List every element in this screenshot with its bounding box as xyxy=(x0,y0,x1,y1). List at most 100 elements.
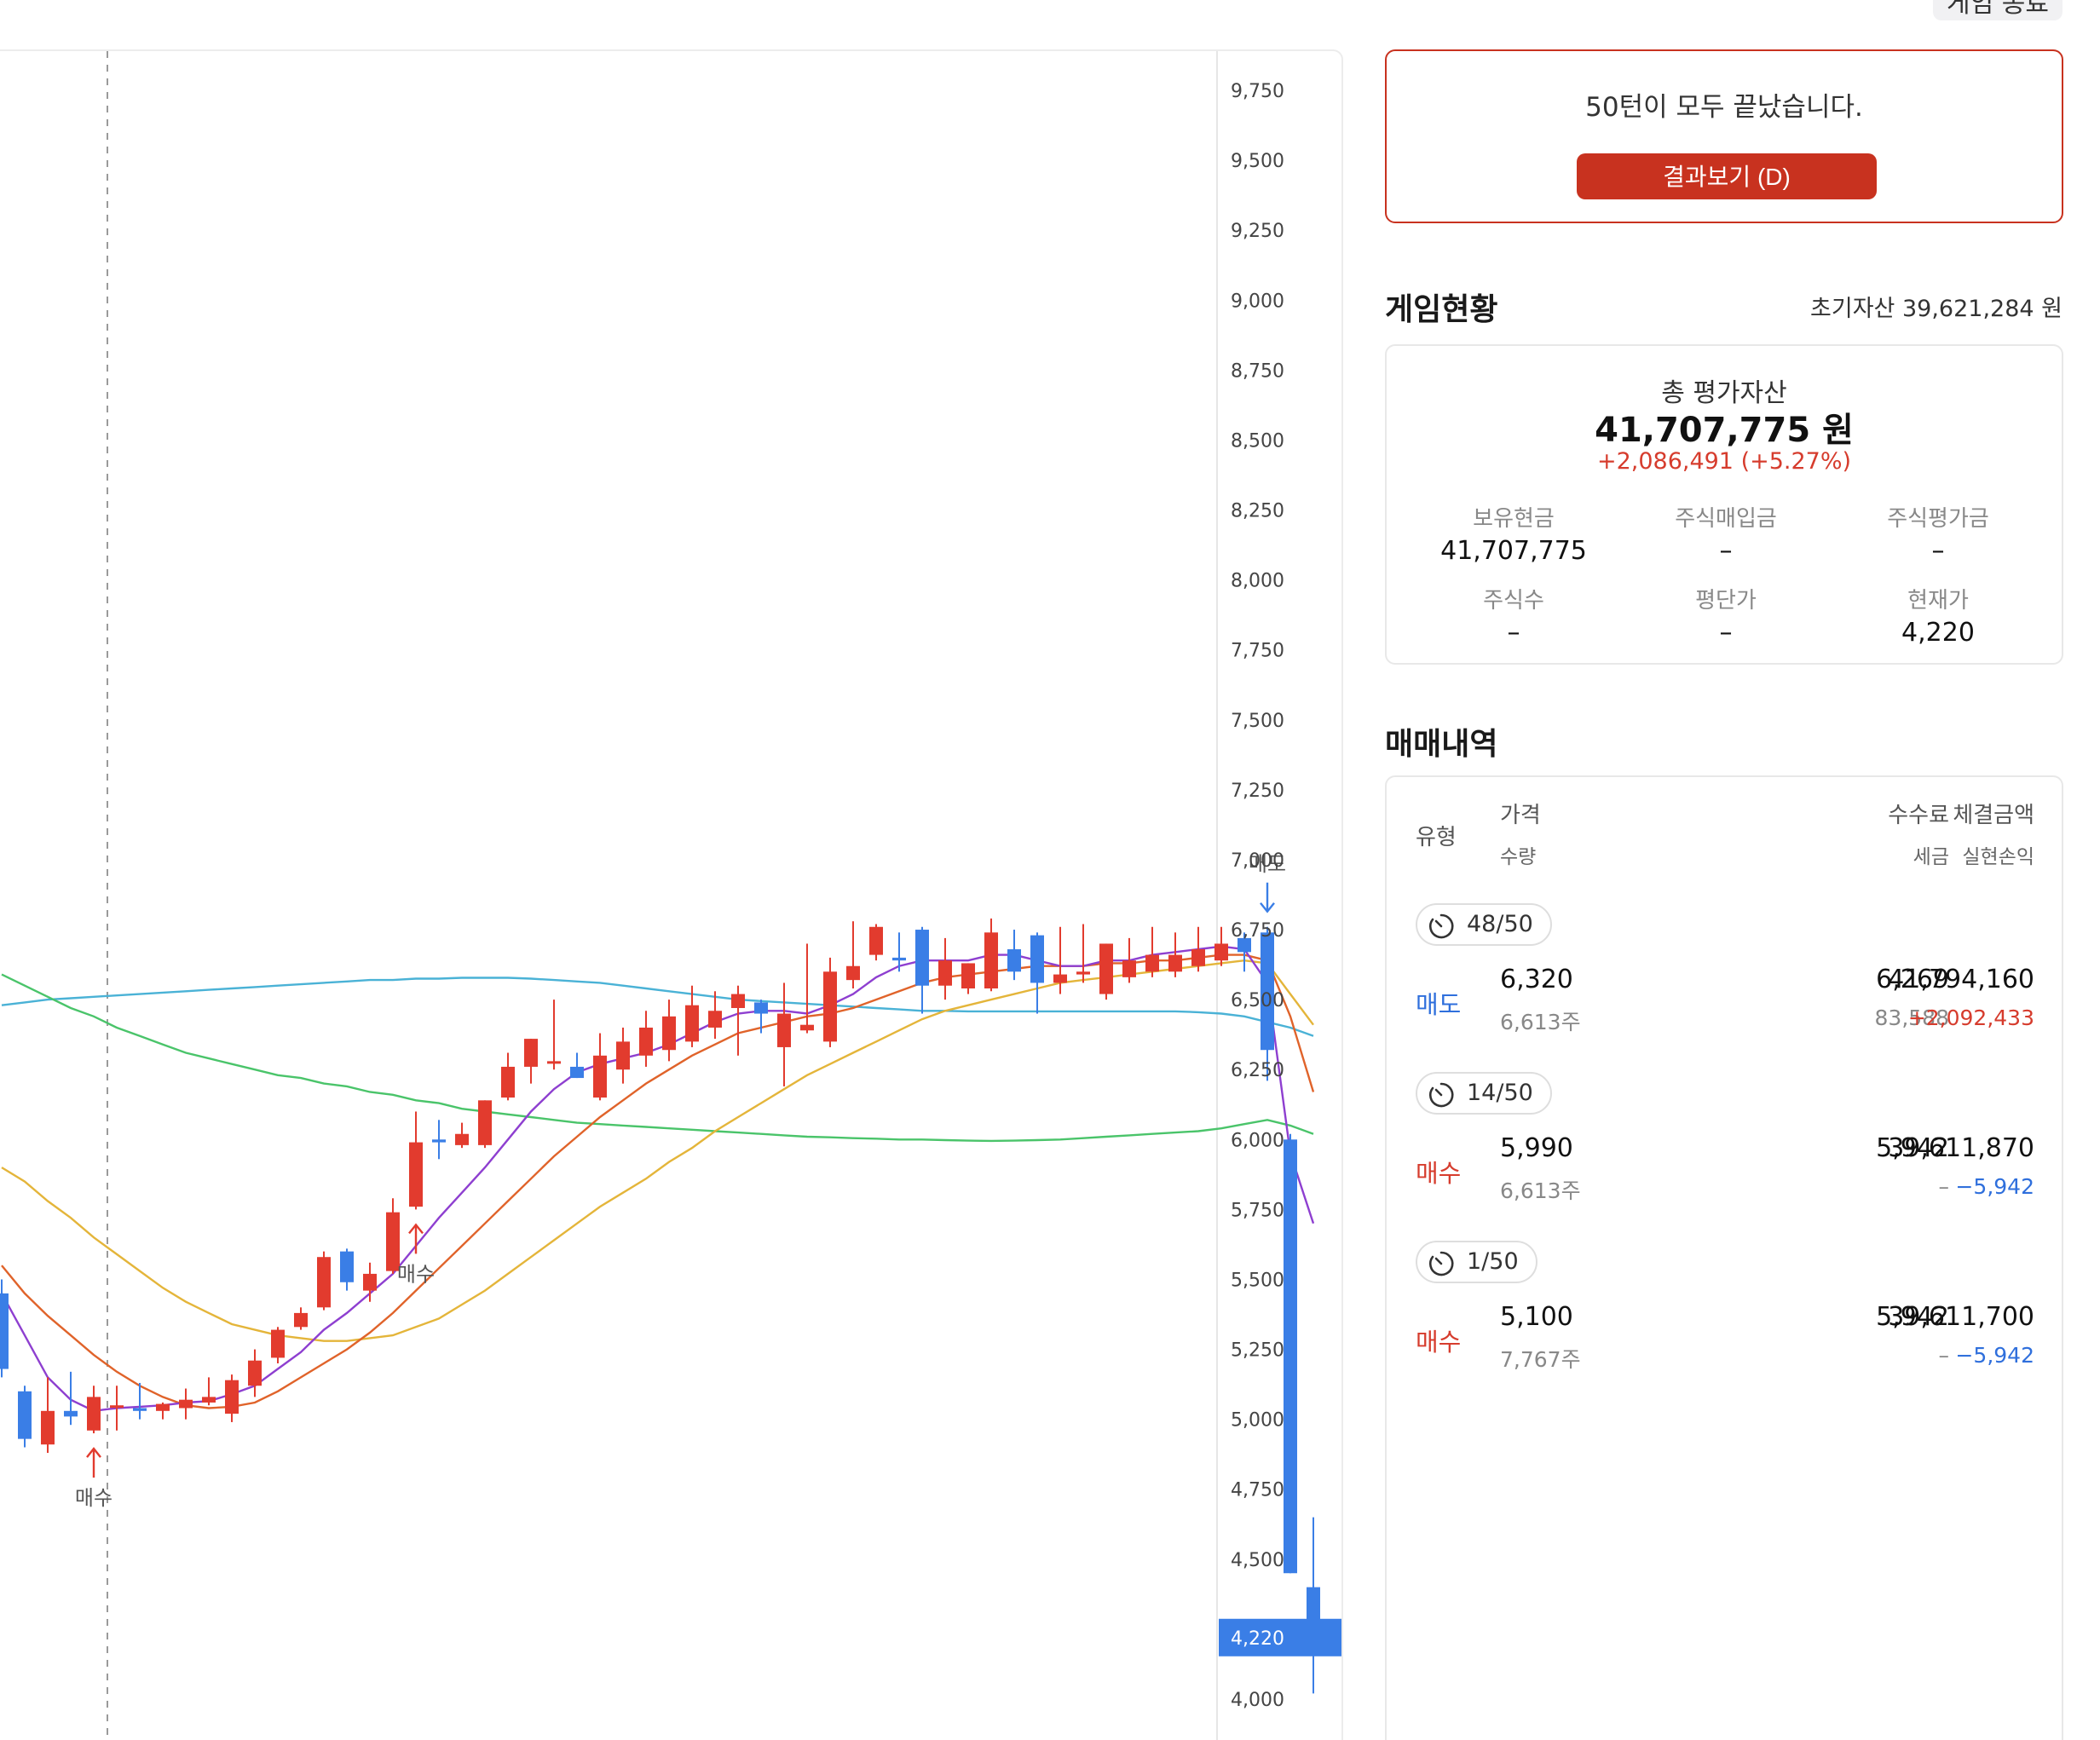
candle-body xyxy=(846,965,860,981)
status-title: 게임현황 xyxy=(1385,292,1498,327)
y-tick-label: 8,500 xyxy=(1231,430,1284,452)
candle-body xyxy=(271,1329,285,1358)
tx-pnl: +2,092,433 xyxy=(1907,1005,2034,1030)
moving-averages xyxy=(0,945,1315,1413)
y-tick-label: 4,750 xyxy=(1231,1480,1284,1501)
candle-body xyxy=(294,1312,308,1328)
candles xyxy=(0,918,1320,1694)
turn-badge: 1/50 xyxy=(1416,1241,1538,1283)
tx-price: 6,320 xyxy=(1500,965,1573,994)
tx-tax: 83,588 xyxy=(1874,1005,1949,1030)
finished-message: 50턴이 모두 끝났습니다. xyxy=(1585,92,1863,123)
timer-icon xyxy=(1428,913,1454,939)
ma10-line xyxy=(1,954,1315,1409)
candle-body xyxy=(1053,974,1067,983)
tx-type: 매수 xyxy=(1416,1328,1462,1357)
candle-body xyxy=(1214,943,1228,961)
candle-body xyxy=(754,1002,768,1014)
header-pnl: 실현손익 xyxy=(1962,846,2034,868)
candle-body xyxy=(0,1293,9,1369)
tx-amount: 39,611,700 xyxy=(1888,1302,2034,1332)
candle-body xyxy=(1007,949,1021,972)
candle-body xyxy=(777,1013,791,1047)
candle-body xyxy=(869,926,883,955)
candle-body xyxy=(639,1027,653,1056)
buy-arrow-head xyxy=(408,1223,424,1235)
stat-label: 주식매입금 xyxy=(1675,506,1777,532)
ma120-line xyxy=(1,977,1314,1037)
candle-body xyxy=(1238,937,1251,953)
sell-arrow-head xyxy=(1260,902,1275,913)
y-tick-label: 4,000 xyxy=(1231,1690,1284,1711)
timer-icon xyxy=(1428,1082,1454,1108)
candle-body xyxy=(64,1410,78,1417)
candle-body xyxy=(1030,935,1044,983)
turn-label: 14/50 xyxy=(1467,1080,1533,1106)
candle-body xyxy=(225,1380,239,1414)
candle-body xyxy=(386,1212,400,1271)
sell-marker-label: 매도 xyxy=(1249,852,1286,876)
stat-value: – xyxy=(1719,536,1733,566)
stat-label: 현재가 xyxy=(1907,588,1969,614)
y-tick-label: 9,500 xyxy=(1231,151,1284,172)
tx-price: 5,990 xyxy=(1500,1133,1573,1163)
y-tick-label: 6,000 xyxy=(1231,1130,1284,1151)
header-amount: 체결금액 xyxy=(1953,803,2034,828)
view-result-button[interactable]: 결과보기 (D) xyxy=(1577,153,1877,199)
trade-history-card[interactable]: 유형 가격 수량 수수료 세금 체결금액 실현손익 48/50 매도 6,320… xyxy=(1385,775,2063,1740)
candle-body xyxy=(1191,949,1205,966)
y-tick-label: 9,250 xyxy=(1231,221,1284,242)
tx-pnl: −5,942 xyxy=(1955,1174,2034,1199)
y-tick-label: 8,750 xyxy=(1231,360,1284,382)
tx-qty: 6,613주 xyxy=(1500,1010,1581,1034)
buy-arrow-head xyxy=(86,1447,101,1458)
tx-qty: 6,613주 xyxy=(1500,1178,1581,1203)
stat-label: 평단가 xyxy=(1695,588,1757,614)
header-price: 가격 xyxy=(1500,803,1541,828)
stat-value: – xyxy=(1719,618,1733,648)
stat-value: 41,707,775 xyxy=(1440,536,1587,566)
candle-body xyxy=(501,1066,515,1098)
candle-body xyxy=(1099,943,1113,994)
stat-value: – xyxy=(1507,618,1520,648)
tx-amount: 41,794,160 xyxy=(1888,965,2034,994)
y-tick-label: 7,250 xyxy=(1231,781,1284,802)
candle-body xyxy=(593,1055,607,1098)
candle-body xyxy=(731,994,745,1008)
candle-body xyxy=(915,930,929,986)
y-tick-label: 7,500 xyxy=(1231,711,1284,732)
candle-body xyxy=(133,1408,147,1411)
candle-body xyxy=(363,1273,377,1291)
tx-qty: 7,767주 xyxy=(1500,1347,1581,1372)
candle-body xyxy=(478,1100,492,1145)
stat-current-price: 현재가 4,220 xyxy=(1832,583,2045,648)
y-tick-label: 7,000 xyxy=(1231,850,1284,872)
candle-body xyxy=(892,957,906,961)
candle-body xyxy=(961,963,975,988)
candle-body xyxy=(708,1011,722,1028)
status-card: 총 평가자산 41,707,775 원 +2,086,491 (+5.27%) … xyxy=(1385,344,2063,665)
candle-body xyxy=(110,1405,124,1409)
candle-body xyxy=(685,1005,699,1042)
candle-body xyxy=(1076,971,1090,975)
stat-value: – xyxy=(1931,536,1945,566)
y-tick-label: 6,500 xyxy=(1231,990,1284,1011)
stat-label: 주식평가금 xyxy=(1887,506,1989,532)
tx-fee: 5,942 xyxy=(1876,1302,1949,1332)
candle-body xyxy=(156,1403,170,1411)
candle-body xyxy=(1122,960,1136,977)
tx-tax: – xyxy=(1938,1174,1950,1199)
current-price-tag: 4,220 xyxy=(1219,1618,1341,1656)
candle-body xyxy=(524,1039,538,1067)
stat-cash: 보유현금 41,707,775 xyxy=(1407,501,1620,566)
turn-label: 48/50 xyxy=(1467,911,1533,937)
candle-body xyxy=(1261,932,1274,1051)
header-fee: 수수료 xyxy=(1888,803,1949,828)
turn-badge: 48/50 xyxy=(1416,903,1552,946)
candle-body xyxy=(41,1410,55,1445)
candle-body xyxy=(547,1061,561,1064)
end-game-button[interactable]: 게임 종료 xyxy=(1933,0,2062,20)
